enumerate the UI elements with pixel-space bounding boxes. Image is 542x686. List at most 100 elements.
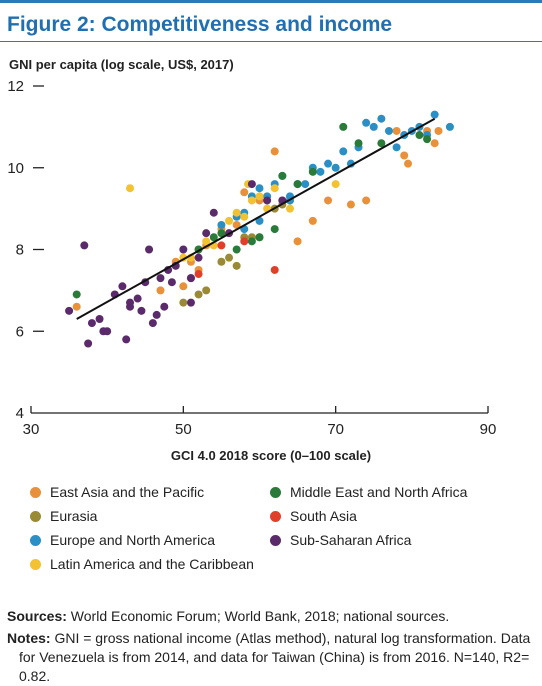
sources-label: Sources:: [7, 608, 67, 624]
data-point-2-28: [445, 122, 454, 131]
data-point-6-16: [156, 274, 165, 283]
scatter-chart: 30 50 70 90 4 6 8 10 12: [7, 78, 497, 438]
legend-swatch: [270, 510, 281, 522]
legend-swatch: [30, 510, 41, 522]
data-point-0-22: [430, 139, 439, 148]
notes-line: Notes: GNI = gross national income (Atla…: [7, 629, 535, 686]
data-point-6-28: [263, 196, 272, 205]
data-point-2-13: [324, 159, 333, 168]
data-point-0-13: [293, 237, 302, 246]
data-point-6-31: [126, 302, 135, 311]
data-point-2-12: [316, 167, 325, 176]
data-point-6-7: [118, 282, 127, 291]
legend-swatch: [30, 558, 41, 570]
data-point-4-3: [217, 229, 226, 238]
data-point-3-16: [331, 180, 340, 189]
data-point-0-8: [232, 220, 241, 229]
sources-line: Sources: World Economic Forum; World Ban…: [7, 607, 535, 626]
legend-label: South Asia: [290, 508, 357, 524]
data-point-6-17: [160, 302, 169, 311]
data-point-4-7: [270, 225, 279, 234]
data-point-1-0: [179, 298, 188, 307]
data-point-0-9: [240, 188, 249, 197]
data-point-3-9: [240, 212, 249, 221]
legend-label: Sub-Saharan Africa: [290, 532, 412, 548]
y-tick-label-4: 4: [16, 405, 24, 422]
data-point-2-20: [377, 114, 386, 123]
data-point-2-15: [339, 147, 348, 156]
data-point-6-32: [99, 327, 108, 336]
legend-label: Middle East and North Africa: [290, 484, 468, 500]
legend-label: Eurasia: [50, 508, 98, 524]
data-point-4-9: [293, 180, 302, 189]
data-point-4-15: [423, 135, 432, 144]
data-point-6-10: [133, 294, 142, 303]
notes-text: GNI = gross national income (Atlas metho…: [19, 630, 531, 684]
data-point-4-2: [209, 233, 218, 242]
data-point-5-1: [194, 270, 203, 279]
data-point-1-4: [225, 253, 234, 262]
data-point-6-23: [194, 253, 203, 262]
data-point-0-19: [400, 151, 409, 160]
legend-item: Eurasia: [30, 508, 97, 524]
data-point-1-3: [217, 257, 226, 266]
data-point-6-2: [84, 339, 93, 348]
data-point-4-4: [232, 245, 241, 254]
data-point-6-19: [167, 278, 176, 287]
legend-item: Europe and North America: [30, 532, 215, 548]
data-point-6-11: [137, 306, 146, 315]
data-point-3-15: [285, 204, 294, 213]
data-point-4-14: [415, 131, 424, 140]
data-point-6-0: [65, 306, 74, 315]
data-point-3-4: [202, 237, 211, 246]
data-point-0-3: [179, 282, 188, 291]
data-point-4-10: [308, 167, 317, 176]
legend-item: East Asia and the Pacific: [30, 484, 204, 500]
y-tick-label-6: 6: [16, 323, 24, 340]
data-point-0-0: [72, 302, 81, 311]
data-point-4-8: [278, 171, 287, 180]
data-point-6-1: [80, 241, 89, 250]
data-point-6-25: [209, 208, 218, 217]
trend-line: [76, 117, 436, 320]
data-point-3-0: [126, 184, 135, 193]
data-point-6-3: [87, 319, 96, 328]
data-point-2-21: [384, 126, 393, 135]
figure-title-bar: Figure 2: Competitiveness and income: [0, 0, 542, 44]
data-point-2-0: [217, 220, 226, 229]
data-point-6-14: [148, 319, 157, 328]
data-point-6-15: [152, 310, 161, 319]
data-point-0-23: [434, 126, 443, 135]
data-point-6-22: [186, 274, 195, 283]
data-point-6-21: [179, 245, 188, 254]
title-divider: [0, 41, 542, 42]
data-point-3-11: [247, 196, 256, 205]
data-point-6-4: [95, 314, 104, 323]
data-point-0-15: [324, 196, 333, 205]
data-point-4-13: [377, 139, 386, 148]
data-point-4-6: [255, 233, 264, 242]
data-point-2-10: [301, 180, 310, 189]
data-point-0-11: [270, 147, 279, 156]
data-point-4-0: [72, 290, 81, 299]
legend-label: Europe and North America: [50, 532, 215, 548]
data-point-0-17: [362, 196, 371, 205]
data-point-2-4: [255, 184, 264, 193]
notes-label: Notes:: [7, 630, 51, 646]
legend-item: Latin America and the Caribbean: [30, 556, 254, 572]
data-point-4-12: [354, 139, 363, 148]
y-axis-label: GNI per capita (log scale, US$, 2017): [9, 57, 234, 72]
data-point-3-8: [232, 208, 241, 217]
data-point-0-1: [156, 286, 165, 295]
data-point-4-11: [339, 122, 348, 131]
data-point-0-20: [404, 159, 413, 168]
figure-title: Figure 2: Competitiveness and income: [7, 13, 393, 36]
data-point-1-2: [202, 286, 211, 295]
legend-item: Sub-Saharan Africa: [270, 532, 411, 548]
data-point-5-2: [217, 241, 226, 250]
x-axis-label: GCI 4.0 2018 score (0–100 scale): [170, 448, 372, 463]
legend-swatch: [30, 534, 41, 546]
x-tick-label-90: 90: [480, 421, 497, 438]
data-point-6-13: [145, 245, 154, 254]
data-point-1-5: [232, 261, 241, 270]
